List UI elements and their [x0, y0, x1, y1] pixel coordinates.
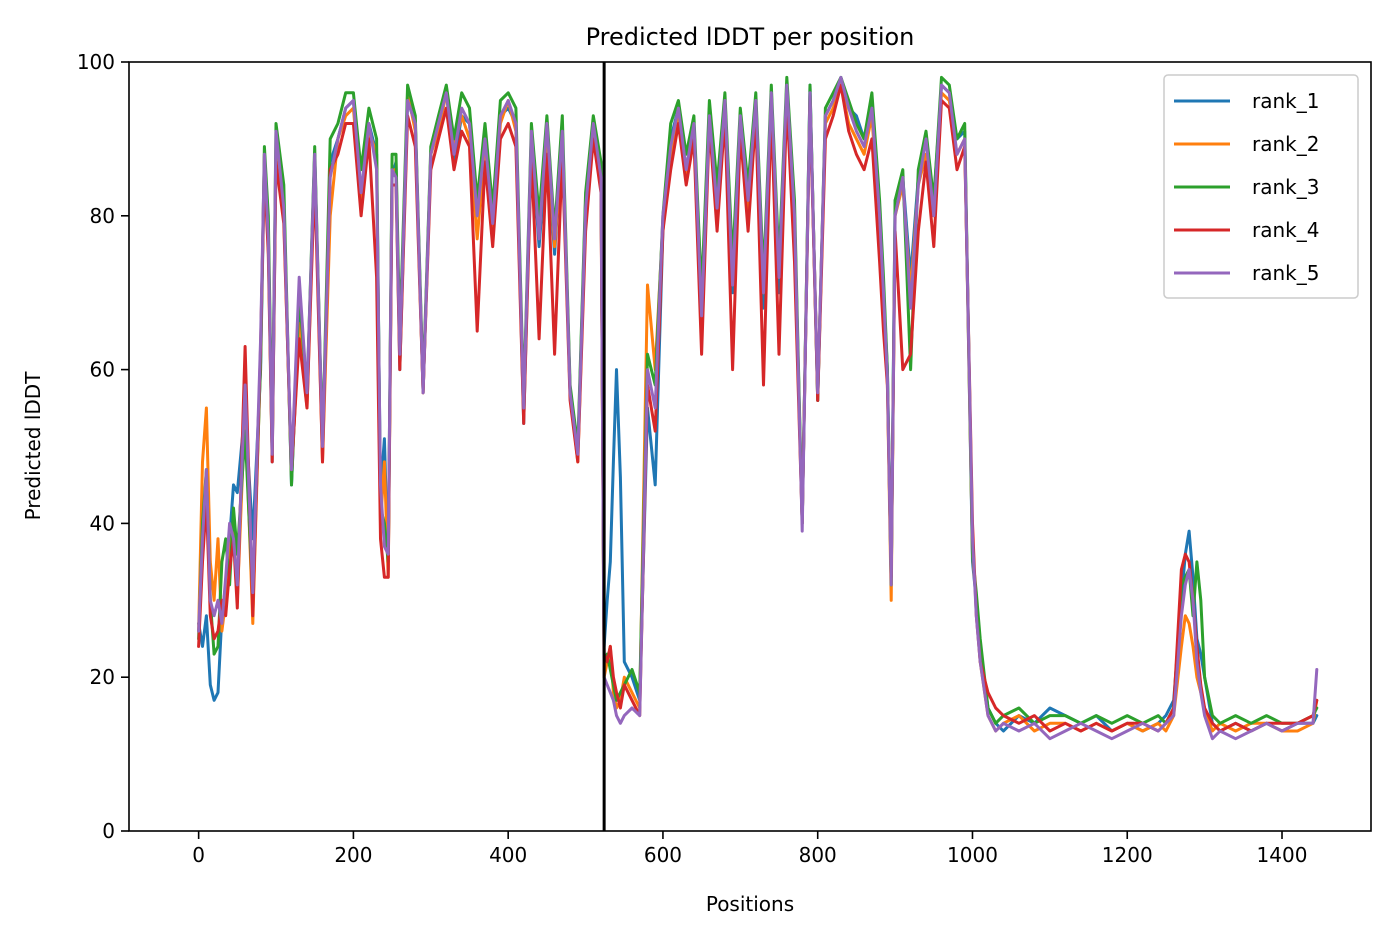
y-tick-label: 40 — [90, 511, 115, 535]
y-tick-label: 20 — [90, 665, 115, 689]
y-tick-label: 60 — [90, 358, 115, 382]
x-tick-label: 0 — [192, 843, 205, 867]
legend-label-rank_4: rank_4 — [1252, 218, 1319, 242]
legend-label-rank_5: rank_5 — [1252, 261, 1319, 285]
x-tick-label: 1000 — [947, 843, 998, 867]
x-tick-label: 1400 — [1257, 843, 1308, 867]
legend-label-rank_1: rank_1 — [1252, 89, 1319, 113]
legend-box — [1163, 74, 1359, 299]
x-tick-label: 200 — [334, 843, 372, 867]
series-line-rank_4 — [197, 83, 1319, 733]
y-axis-title: Predicted lDDT — [21, 371, 45, 521]
y-tick-label: 0 — [102, 819, 115, 843]
legend-label-rank_2: rank_2 — [1252, 132, 1319, 156]
x-tick-label: 800 — [799, 843, 837, 867]
y-tick-label: 100 — [77, 50, 115, 74]
x-tick-label: 600 — [644, 843, 682, 867]
series-layer — [197, 75, 1319, 741]
chart-title: Predicted lDDT per position — [586, 23, 915, 51]
y-tick-label: 80 — [90, 204, 115, 228]
legend: rank_1 rank_2 rank_3 rank_4 rank_5 — [1163, 74, 1359, 299]
y-axis-ticks: 0 20 40 60 80 100 — [77, 50, 129, 843]
x-axis-title: Positions — [706, 892, 794, 916]
x-axis-ticks: 0 200 400 600 800 1000 1200 1400 — [192, 831, 1307, 867]
x-tick-label: 400 — [489, 843, 527, 867]
plot-frame — [128, 61, 1372, 832]
x-tick-label: 1200 — [1102, 843, 1153, 867]
series-line-rank_5 — [197, 75, 1319, 741]
legend-label-rank_3: rank_3 — [1252, 175, 1319, 199]
